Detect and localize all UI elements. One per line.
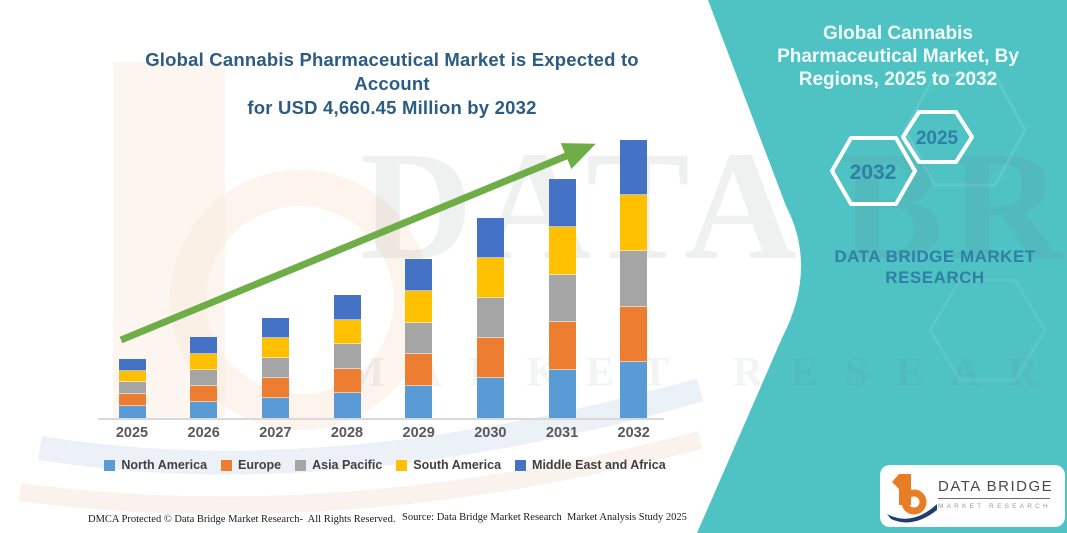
teal-panel-shape	[697, 0, 1067, 533]
decor-hexagon-outline	[903, 73, 1027, 187]
hexagon-badge-2025	[901, 110, 974, 164]
hexagon-badge-2032-label: 2032	[850, 161, 897, 184]
chart-title-line2: for USD 4,660.45 Million by 2032	[247, 97, 537, 118]
logo-card-sub-brand: MARKET RESEARCH	[938, 503, 1051, 510]
panel-brand-line1: DATA BRIDGE MARKET	[834, 247, 1036, 266]
chart-title-line1: Global Cannabis Pharmaceutical Market is…	[145, 49, 639, 94]
panel-brand-line2: RESEARCH	[885, 268, 985, 287]
hexagon-badge-2032	[830, 136, 917, 206]
segment-middle-east-and-africa-2032	[620, 139, 648, 196]
segment-asia-pacific-2032	[620, 251, 648, 307]
panel-heading: Global Cannabis Pharmaceutical Market, B…	[777, 23, 1019, 90]
logo-card: DATA BRIDGE MARKET RESEARCH	[880, 465, 1065, 527]
chart-title: Global Cannabis Pharmaceutical Market is…	[112, 48, 672, 120]
hexagon-badge-2025-label: 2025	[916, 128, 959, 149]
segment-europe-2032	[620, 306, 648, 363]
data-bridge-b-logo-icon	[887, 474, 937, 523]
segment-south-america-2032	[620, 195, 648, 252]
footer-source-text: Source: Data Bridge Market Research Mark…	[402, 512, 687, 523]
decor-hexagon-outline	[928, 278, 1047, 382]
panel-brand-text: DATA BRIDGE MARKET RESEARCH	[828, 246, 1042, 288]
logo-card-brand: DATA BRIDGE	[938, 478, 1054, 495]
segment-europe-2030	[476, 338, 504, 379]
footer-dmca-text: DMCA Protected © Data Bridge Market Rese…	[88, 514, 396, 525]
logo-card-rule	[938, 498, 1050, 499]
